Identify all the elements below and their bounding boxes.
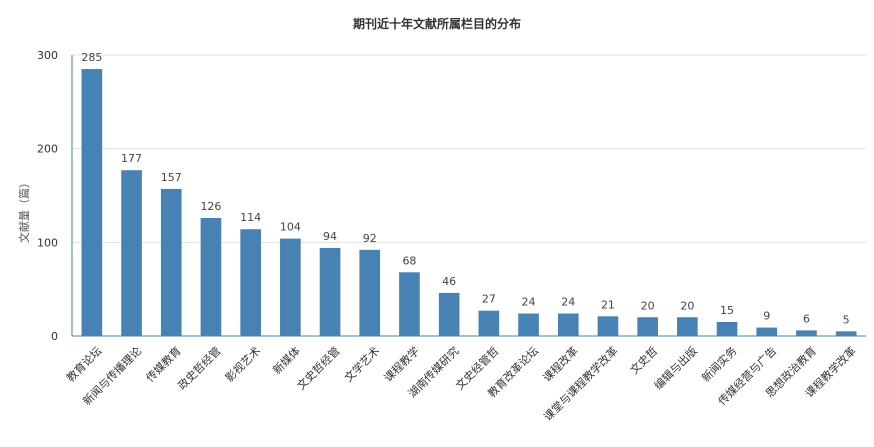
x-tick-label: 教育论坛: [63, 344, 104, 385]
x-tick-label: 文史哲: [627, 344, 660, 377]
data-label: 157: [161, 171, 182, 184]
bar: [121, 170, 142, 336]
data-label: 6: [803, 312, 810, 325]
x-tick-label: 新闻实务: [699, 344, 740, 385]
data-label: 15: [720, 304, 734, 317]
y-tick-label: 200: [37, 143, 58, 156]
x-tick-label: 影视艺术: [222, 344, 263, 385]
y-axis-label: 文献量（篇）: [17, 177, 31, 243]
data-label: 24: [561, 296, 575, 309]
data-label: 92: [363, 232, 377, 245]
data-label: 20: [680, 299, 694, 312]
bar: [478, 310, 500, 336]
y-tick-label: 0: [51, 330, 58, 343]
data-label: 27: [482, 293, 496, 306]
chart-title: 期刊近十年文献所属栏目的分布: [353, 16, 521, 31]
data-label: 9: [763, 310, 770, 323]
y-tick-label: 100: [37, 236, 58, 249]
x-tick-label: 文史哲经管: [294, 344, 343, 393]
data-labels: 285 177 157 126 114 104 94 92 68 46 27 24 24 21 20 20 15…: [81, 51, 849, 326]
bar: [597, 316, 619, 336]
x-tick-label: 编辑与出版: [651, 344, 700, 393]
bar: [716, 321, 738, 336]
bar: [796, 330, 817, 336]
bar: [200, 217, 222, 336]
bar: [557, 313, 579, 336]
bar: [359, 249, 381, 336]
x-tick-label: 传媒教育: [143, 344, 184, 385]
data-label: 104: [280, 221, 301, 234]
data-label: 285: [81, 51, 102, 64]
x-tick-label: 文学艺术: [341, 344, 382, 385]
bar: [518, 313, 539, 336]
data-label: 20: [641, 299, 655, 312]
bar: [637, 317, 658, 336]
bar: [240, 229, 261, 336]
x-tick-label: 新媒体: [270, 344, 303, 377]
data-label: 94: [323, 230, 337, 243]
data-label: 126: [200, 200, 221, 213]
data-label: 68: [402, 254, 416, 267]
bar: [677, 317, 698, 336]
x-tick-label: 课程教学: [381, 344, 422, 385]
x-tick-label: 政史哲经管: [175, 344, 224, 393]
x-tick-label: 课程改革: [540, 344, 581, 385]
data-label: 46: [442, 275, 456, 288]
data-label: 24: [522, 296, 536, 309]
bar: [160, 188, 182, 336]
x-tick-label: 课堂与课程教学改革: [541, 344, 621, 424]
y-axis-ticks: 0 100 200 300: [37, 49, 58, 343]
bar: [399, 272, 420, 336]
data-label: 5: [843, 313, 850, 326]
bar: [319, 247, 341, 336]
bar: [756, 327, 778, 336]
bar: [280, 238, 301, 336]
axes: [71, 55, 866, 337]
bar: [438, 292, 460, 336]
gridlines: [72, 54, 866, 243]
bar: [835, 331, 857, 336]
bar: [81, 69, 103, 337]
data-label: 21: [601, 298, 615, 311]
data-label: 114: [240, 211, 261, 224]
y-tick-label: 300: [37, 49, 58, 62]
data-label: 177: [121, 152, 142, 165]
bars: [81, 69, 857, 337]
